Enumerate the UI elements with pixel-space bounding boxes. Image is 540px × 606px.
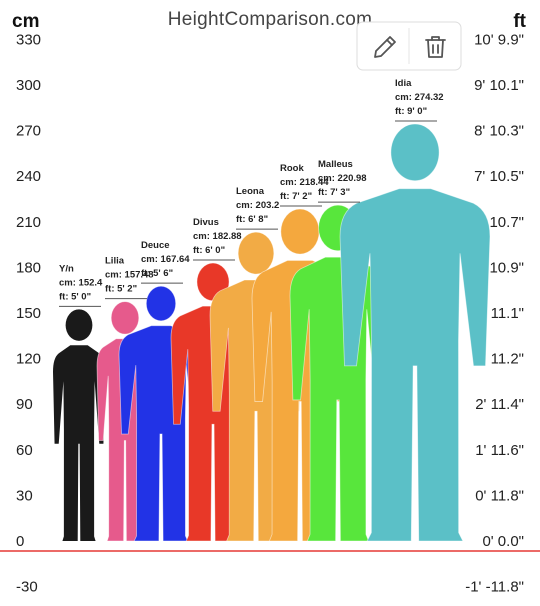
figure-cm: cm: 218.44 [280, 177, 329, 188]
figure-label: Idia cm: 274.32 ft: 9' 0" [395, 78, 444, 122]
y-tick-cm: 330 [16, 31, 41, 48]
figure-cm: cm: 167.64 [141, 254, 190, 265]
figure-ft: ft: 6' 0" [193, 245, 225, 256]
y-tick-ft: 1' 11.6" [475, 442, 524, 459]
pencil-icon [374, 36, 396, 58]
figure-name: Deuce [141, 240, 170, 251]
figure-name: Divus [193, 217, 219, 228]
figure-idia[interactable] [339, 123, 491, 542]
y-tick-cm: 270 [16, 123, 41, 140]
y-tick-ft: 2' 11.4" [475, 396, 524, 413]
figure-cm: cm: 157.48 [105, 270, 154, 281]
y-tick-cm: 60 [16, 442, 33, 459]
figure-label: Malleus cm: 220.98 ft: 7' 3" [318, 159, 367, 203]
figure-body [339, 188, 491, 542]
trash-icon [425, 36, 446, 58]
figure-ft: ft: 7' 2" [280, 191, 312, 202]
y-tick-ft: 10' 9.9" [474, 31, 524, 48]
y-tick-ft: 7' 10.5" [474, 168, 524, 185]
figure-label: Divus cm: 182.88 ft: 6' 0" [193, 217, 242, 261]
y-tick-ft: 9' 10.1" [474, 77, 524, 94]
y-tick-ft: 0' 11.8" [475, 487, 524, 504]
y-tick-cm: 240 [16, 168, 41, 185]
delete-button-hit[interactable] [411, 24, 459, 68]
figure-head [280, 208, 320, 255]
figure-name: Malleus [318, 159, 353, 170]
y-tick-ft: 3' 11.2" [475, 351, 524, 368]
y-tick-ft: 0' 0.0" [482, 533, 524, 550]
figure-head [145, 285, 177, 322]
figure-name: Leona [236, 186, 265, 197]
y-tick-cm: 150 [16, 305, 41, 322]
figure-head [237, 231, 275, 275]
right-unit-label: ft [513, 11, 526, 32]
figure-toolbar [356, 21, 462, 71]
figure-ft: ft: 7' 3" [318, 187, 350, 198]
figure-cm: cm: 220.98 [318, 173, 367, 184]
y-tick-cm: 90 [16, 396, 33, 413]
figure-label: Deuce cm: 167.64 ft: 5' 6" [141, 240, 190, 284]
figures [53, 123, 491, 542]
figure-label: Leona cm: 203.2 ft: 6' 8" [236, 186, 279, 230]
site-title: HeightComparison.com [168, 9, 373, 30]
figure-name: Lilia [105, 256, 125, 267]
figure-name: Rook [280, 163, 304, 174]
figure-ft: ft: 5' 2" [105, 284, 137, 295]
y-tick-ft: 8' 10.3" [474, 123, 524, 140]
figure-ft: ft: 6' 8" [236, 214, 268, 225]
figure-cm: cm: 182.88 [193, 231, 242, 242]
delete-button[interactable] [411, 24, 459, 68]
y-tick-cm: 120 [16, 351, 41, 368]
figure-head [65, 309, 93, 341]
figure-y-n[interactable] [53, 309, 105, 541]
y-tick-cm: 30 [16, 487, 33, 504]
axes: -30 -1' -11.8" 0 0' 0.0" 30 0' 11.8" 60 1' 11.6… [0, 31, 540, 596]
y-tick-ft: -1' -11.8" [465, 579, 524, 596]
figure-ft: ft: 5' 0" [59, 291, 91, 302]
figure-body [53, 345, 105, 541]
figure-label: Lilia cm: 157.48 ft: 5' 2" [105, 256, 154, 300]
y-tick-cm: -30 [16, 579, 38, 596]
left-unit-label: cm [12, 11, 39, 32]
figure-label: Y/n cm: 152.4 ft: 5' 0" [59, 263, 103, 307]
edit-button-hit[interactable] [359, 24, 407, 68]
figure-cm: cm: 274.32 [395, 92, 444, 103]
figure-name: Y/n [59, 263, 74, 274]
y-tick-cm: 300 [16, 77, 41, 94]
y-tick-cm: 0 [16, 533, 24, 550]
figure-ft: ft: 9' 0" [395, 106, 427, 117]
figure-cm: cm: 152.4 [59, 277, 103, 288]
figure-name: Idia [395, 78, 412, 89]
edit-button[interactable] [359, 24, 407, 68]
figure-head [110, 301, 140, 335]
figure-label: Rook cm: 218.44 ft: 7' 2" [280, 163, 329, 207]
y-tick-cm: 180 [16, 259, 41, 276]
y-tick-cm: 210 [16, 214, 41, 231]
figure-ft: ft: 5' 6" [141, 268, 173, 279]
figure-head [390, 123, 440, 182]
figure-cm: cm: 203.2 [236, 200, 279, 211]
